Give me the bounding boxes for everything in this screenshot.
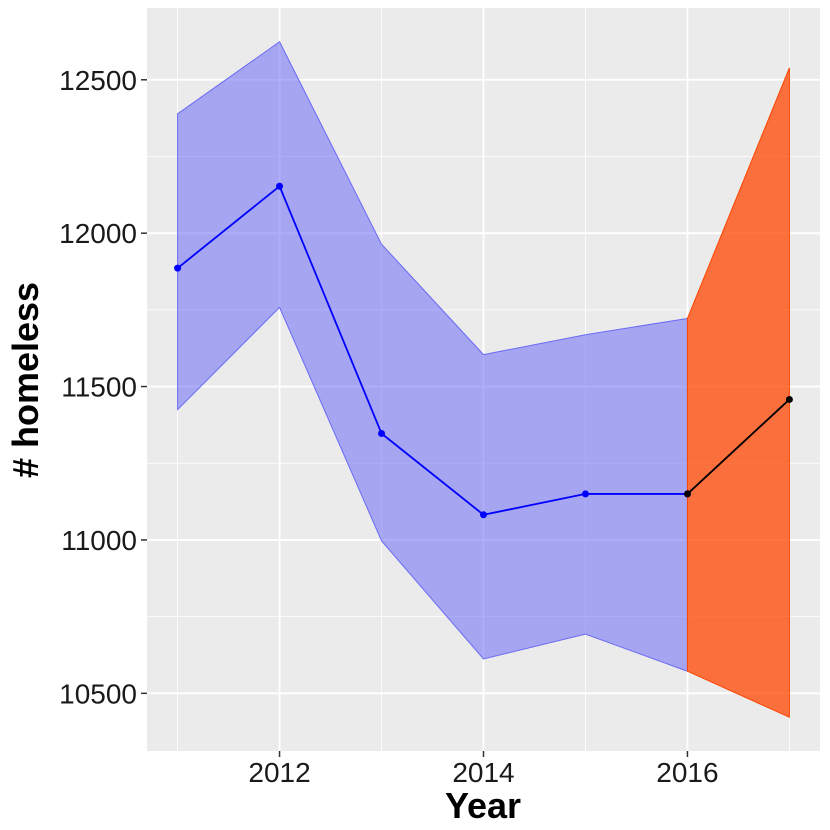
y-tick-label: 12000 [59, 218, 137, 249]
point [276, 182, 284, 190]
y-tick-label: 12500 [59, 65, 137, 96]
x-tick-label: 2014 [452, 757, 514, 788]
point [581, 490, 589, 498]
point [378, 429, 386, 437]
point [785, 395, 793, 403]
line [686, 398, 791, 495]
point [174, 264, 182, 272]
line [177, 184, 688, 516]
y-tick-label: 10500 [59, 678, 137, 709]
y-tick-label: 11500 [61, 372, 137, 403]
x-tick-label: 2016 [656, 757, 718, 788]
x-tick-label: 2012 [248, 757, 310, 788]
point [480, 511, 487, 519]
y-tick-label: 11000 [61, 525, 137, 556]
x-axis-title: Year [445, 785, 521, 826]
y-axis-title: # homeless [5, 282, 46, 478]
point [683, 490, 691, 498]
confidence-band [686, 67, 790, 719]
